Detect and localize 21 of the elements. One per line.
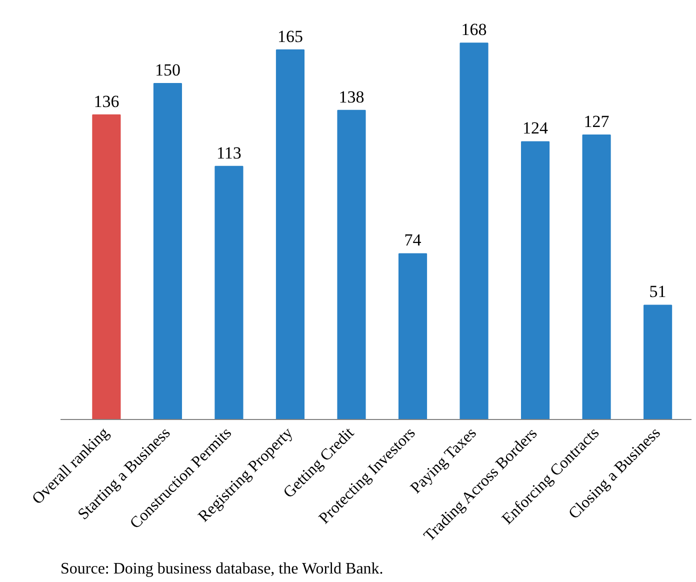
data-label: 127 <box>584 112 610 131</box>
bar <box>582 134 611 420</box>
bar <box>337 110 366 420</box>
bar <box>92 114 121 420</box>
data-label: 168 <box>461 20 487 40</box>
data-label: 138 <box>338 87 364 106</box>
bar <box>153 82 182 420</box>
bar <box>398 253 428 420</box>
data-label: 74 <box>404 230 422 250</box>
data-label: 165 <box>277 26 303 46</box>
data-label: 113 <box>216 143 242 162</box>
source-note: Source: Doing business database, the World Bank. <box>60 560 384 578</box>
bar <box>214 166 244 420</box>
bar <box>276 49 305 420</box>
data-label: 136 <box>94 92 120 111</box>
data-label: 150 <box>154 60 180 80</box>
data-label: 51 <box>649 282 666 302</box>
bar <box>521 141 550 420</box>
bar <box>644 304 672 420</box>
bar <box>460 42 488 420</box>
data-label: 124 <box>522 118 549 138</box>
